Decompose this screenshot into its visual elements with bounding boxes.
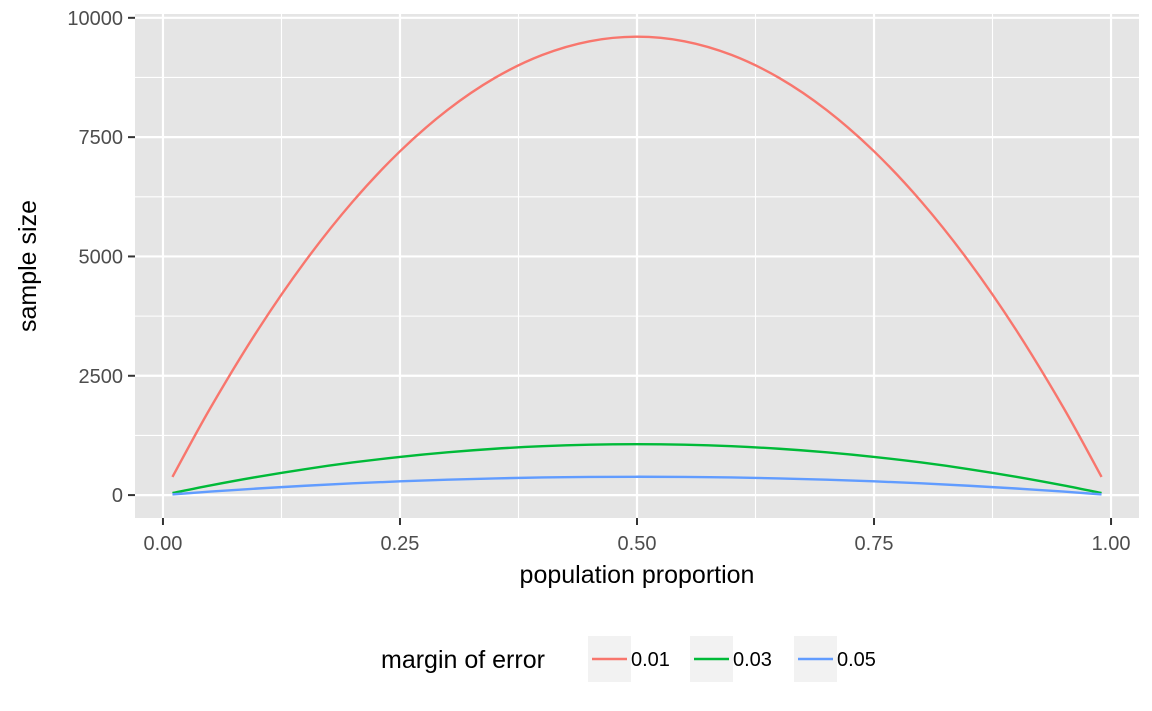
x-tick-label: 0.00 (143, 533, 182, 555)
y-tick-label: 7500 (79, 127, 124, 149)
series-line-0.03 (172, 442, 1102, 495)
y-axis: 0 2500 5000 7500 10000 (67, 8, 135, 507)
series-line-0.01 (171, 35, 1103, 478)
x-tick-label: 0.75 (855, 533, 894, 555)
legend-label: 0.03 (733, 649, 772, 671)
series-line-0.05 (172, 475, 1102, 496)
legend-label: 0.01 (631, 649, 670, 671)
legend-title: margin of error (381, 646, 545, 674)
y-tick-label: 10000 (67, 8, 123, 30)
series-lines (171, 35, 1103, 496)
x-tick-label: 1.00 (1092, 533, 1131, 555)
y-tick-label: 5000 (79, 246, 124, 268)
major-gridlines (135, 14, 1139, 518)
y-tick-label: 0 (112, 485, 123, 507)
y-axis-title: sample size (14, 200, 42, 332)
x-axis: 0.00 0.25 0.50 0.75 1.00 (143, 518, 1131, 555)
x-tick-label: 0.50 (618, 533, 657, 555)
x-axis-title: population proportion (520, 561, 755, 589)
legend-label: 0.05 (837, 649, 876, 671)
x-tick-label: 0.25 (381, 533, 420, 555)
y-tick-label: 2500 (79, 366, 124, 388)
legend: margin of error 0.01 0.03 0.05 (381, 636, 876, 682)
